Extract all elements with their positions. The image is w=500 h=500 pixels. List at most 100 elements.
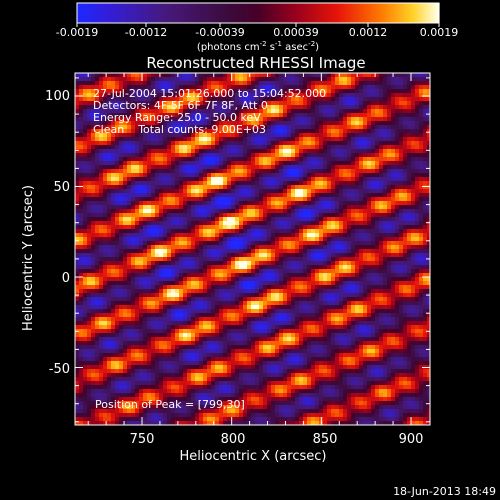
heatmap-cell xyxy=(243,73,248,78)
heatmap-cell xyxy=(91,185,96,190)
heatmap-cell xyxy=(211,261,216,266)
heatmap-cell xyxy=(271,185,276,190)
heatmap-cell xyxy=(95,141,100,146)
heatmap-cell xyxy=(423,125,428,130)
heatmap-cell xyxy=(367,261,372,266)
heatmap-cell xyxy=(183,209,188,214)
heatmap-cell xyxy=(123,285,128,290)
heatmap-cell xyxy=(151,153,156,158)
heatmap-cell xyxy=(95,113,100,118)
heatmap-cell xyxy=(107,189,112,194)
heatmap-cell xyxy=(171,105,176,110)
heatmap-cell xyxy=(127,261,132,266)
heatmap-cell xyxy=(83,161,88,166)
heatmap-cell xyxy=(327,197,332,202)
heatmap-cell xyxy=(79,137,84,142)
colorbar-cell xyxy=(316,3,319,23)
heatmap-cell xyxy=(423,85,428,90)
heatmap-cell xyxy=(415,169,420,174)
heatmap-cell xyxy=(91,141,96,146)
heatmap-cell xyxy=(167,281,172,286)
heatmap-cell xyxy=(399,201,404,206)
heatmap-cell xyxy=(279,101,284,106)
heatmap-cell xyxy=(179,113,184,118)
heatmap-cell xyxy=(115,81,120,86)
heatmap-cell xyxy=(119,225,124,230)
heatmap-cell xyxy=(75,213,80,218)
heatmap-cell xyxy=(315,221,320,226)
heatmap-cell xyxy=(283,129,288,134)
heatmap-cell xyxy=(199,281,204,286)
heatmap-cell xyxy=(263,189,268,194)
heatmap-cell xyxy=(311,141,316,146)
heatmap-cell xyxy=(291,129,296,134)
heatmap-cell xyxy=(295,277,300,282)
heatmap-cell xyxy=(315,229,320,234)
heatmap-cell xyxy=(339,269,344,274)
heatmap-cell xyxy=(251,101,256,106)
heatmap-cell xyxy=(259,117,264,122)
heatmap-cell xyxy=(183,273,188,278)
heatmap-cell xyxy=(423,213,428,218)
heatmap-cell xyxy=(151,101,156,106)
heatmap-cell xyxy=(207,165,212,170)
heatmap-cell xyxy=(123,177,128,182)
heatmap-cell xyxy=(399,157,404,162)
heatmap-cell xyxy=(343,173,348,178)
heatmap-cell xyxy=(207,253,212,258)
heatmap-cell xyxy=(79,269,84,274)
heatmap-cell xyxy=(175,173,180,178)
heatmap-cell xyxy=(87,249,92,254)
heatmap-cell xyxy=(423,173,428,178)
heatmap-cell xyxy=(275,105,280,110)
heatmap-cell xyxy=(351,173,356,178)
heatmap-cell xyxy=(199,173,204,178)
heatmap-cell xyxy=(235,241,240,246)
heatmap-cell xyxy=(155,161,160,166)
heatmap-cell xyxy=(315,245,320,250)
heatmap-cell xyxy=(151,197,156,202)
heatmap-cell xyxy=(131,217,136,222)
heatmap-cell xyxy=(287,129,292,134)
heatmap-cell xyxy=(119,281,124,286)
heatmap-cell xyxy=(135,73,140,78)
heatmap-cell xyxy=(175,109,180,114)
colorbar-cell xyxy=(251,3,255,23)
heatmap-cell xyxy=(303,265,308,270)
heatmap-cell xyxy=(259,245,264,250)
heatmap-cell xyxy=(187,269,192,274)
heatmap-cell xyxy=(87,233,92,238)
heatmap-cell xyxy=(311,85,316,90)
heatmap-cell xyxy=(311,253,316,258)
heatmap-cell xyxy=(315,149,320,154)
heatmap-cell xyxy=(199,165,204,170)
heatmap-cell xyxy=(207,121,212,126)
heatmap-cell xyxy=(403,101,408,106)
heatmap-cell xyxy=(115,105,120,110)
heatmap-cell xyxy=(347,245,352,250)
heatmap-cell xyxy=(271,113,276,118)
heatmap-cell xyxy=(159,209,164,214)
heatmap-cell xyxy=(375,157,380,162)
heatmap-cell xyxy=(275,77,280,82)
heatmap-cell xyxy=(283,209,288,214)
heatmap-cell xyxy=(407,153,412,158)
heatmap-cell xyxy=(171,169,176,174)
heatmap-cell xyxy=(323,177,328,182)
heatmap-cell xyxy=(263,241,268,246)
heatmap-cell xyxy=(375,177,380,182)
heatmap-cell xyxy=(379,145,384,150)
heatmap-cell xyxy=(319,217,324,222)
heatmap-cell xyxy=(195,157,200,162)
heatmap-cell xyxy=(351,137,356,142)
heatmap-cell xyxy=(355,209,360,214)
heatmap-cell xyxy=(367,281,372,286)
heatmap-cell xyxy=(295,241,300,246)
heatmap-cell xyxy=(351,165,356,170)
heatmap-cell xyxy=(155,157,160,162)
heatmap-cell xyxy=(395,237,400,242)
heatmap-cell xyxy=(303,109,308,114)
heatmap-cell xyxy=(255,217,260,222)
heatmap-cell xyxy=(387,173,392,178)
heatmap-cell xyxy=(371,245,376,250)
